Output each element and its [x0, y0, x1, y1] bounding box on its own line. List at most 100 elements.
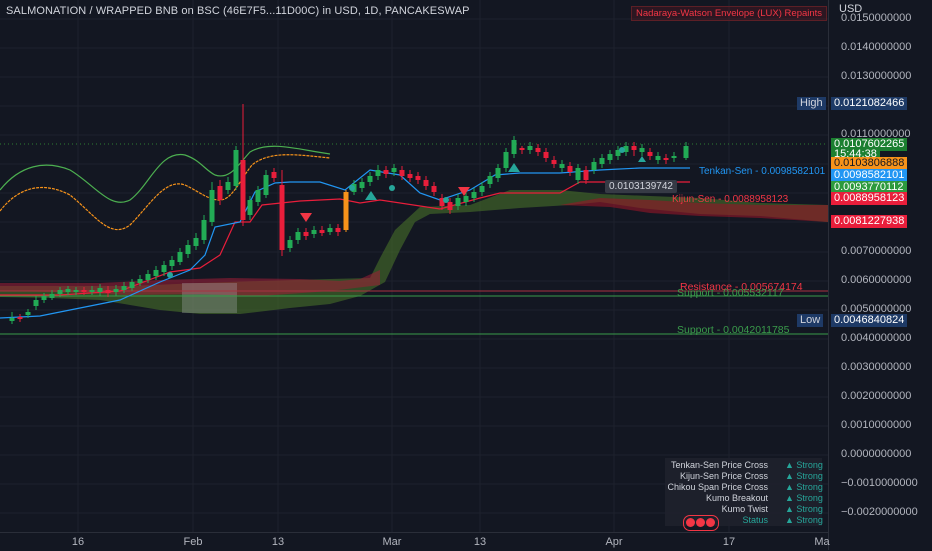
price-tick-label: −0.0020000000 — [841, 506, 918, 518]
candle-body — [193, 238, 199, 246]
candle-body — [575, 168, 581, 180]
high-value-tag: 0.0121082466 — [831, 97, 908, 110]
candle-body — [137, 279, 143, 283]
candle-body — [161, 265, 167, 272]
support-label-2: Support - 0.0042011785 — [677, 324, 790, 336]
candle-body — [407, 174, 413, 178]
candle-body — [683, 146, 689, 158]
price-tick-label: 0.0130000000 — [841, 70, 912, 82]
status-row: Tenkan-Sen Price Cross ▲ Strong — [665, 460, 823, 471]
status-row-name: Chikou Span Price Cross — [667, 482, 768, 492]
price-tick-label: 0.0060000000 — [841, 274, 912, 286]
candle-body — [423, 180, 429, 186]
candle-body — [343, 192, 349, 230]
candle-body — [145, 274, 151, 280]
signal-dot-icon — [167, 272, 173, 278]
time-axis[interactable]: 16 Feb 13 Mar 13 Apr 17 Ma — [0, 532, 830, 551]
candle-body — [271, 172, 277, 178]
envelope-lower — [0, 154, 331, 231]
ichimoku-status-table: Tenkan-Sen Price Cross ▲ Strong Kijun-Sen … — [665, 458, 823, 526]
price-tick-label: 0.0050000000 — [841, 303, 912, 315]
support-label-1: Support - 0.005532117 — [677, 287, 784, 299]
candle-body — [97, 288, 103, 292]
time-tick-label: 13 — [271, 536, 285, 548]
status-row-value: ▲ Strong — [785, 460, 823, 470]
candle-body — [639, 148, 645, 152]
candle-body — [9, 318, 15, 321]
sell-signal-icon — [458, 187, 470, 196]
candle-body — [559, 164, 565, 168]
status-row-value: ▲ Strong — [785, 482, 823, 492]
candle-body — [367, 176, 373, 182]
envelope-upper — [0, 145, 331, 203]
candle-body — [105, 290, 111, 293]
price-tick-label: 0.0030000000 — [841, 361, 912, 373]
price-tick-label: 0.0150000000 — [841, 12, 912, 24]
candle-body — [255, 190, 261, 202]
candle-body — [479, 186, 485, 192]
last-price-tag: 0.0107602265 — [831, 138, 908, 151]
candle-body — [209, 190, 215, 222]
status-row-name: Tenkan-Sen Price Cross — [670, 460, 768, 470]
kumo-cloud-red — [0, 270, 380, 296]
indicator-flag-icon[interactable] — [683, 515, 719, 531]
signal-dot-icon — [389, 185, 395, 191]
chart-plot-area[interactable]: SALMONATION / WRAPPED BNB on BSC (46E7F5… — [0, 0, 828, 532]
candle-body — [583, 170, 589, 180]
candle-body — [153, 270, 159, 276]
highlight-zone — [182, 283, 237, 313]
candle-body — [225, 182, 231, 190]
candle-body — [535, 148, 541, 152]
candle-body — [399, 170, 405, 176]
green-value-tag: 0.0093770112 — [831, 181, 907, 194]
candle-body — [263, 175, 269, 195]
candle-body — [495, 168, 501, 178]
resistance-label: Resistance - 0.005674174 — [680, 281, 803, 293]
candle-body — [49, 294, 55, 298]
candle-body — [240, 160, 246, 220]
time-tick-label: Ma — [814, 536, 830, 548]
candle-body — [463, 196, 469, 202]
time-tick-label: 16 — [71, 536, 85, 548]
kijun-sen-label: Kijun-Sen - 0.0088958123 — [672, 194, 789, 205]
candle-body — [663, 158, 669, 160]
chart-title: SALMONATION / WRAPPED BNB on BSC (46E7F5… — [6, 5, 470, 17]
candle-body — [503, 152, 509, 168]
candle-body — [671, 156, 677, 158]
buy-signal-icon — [508, 163, 520, 172]
time-tick-label: Apr — [605, 536, 623, 548]
signal-dot-icon — [349, 185, 355, 191]
price-tick-label: 0.0140000000 — [841, 41, 912, 53]
candle-body — [303, 232, 309, 236]
status-row: Kumo Twist ▲ Strong — [665, 504, 823, 515]
time-tick-label: Mar — [382, 536, 402, 548]
indicator-repaint-badge[interactable]: Nadaraya-Watson Envelope (LUX) Repaints — [631, 6, 828, 21]
candle-body — [471, 192, 477, 198]
price-axis[interactable]: USD 0.0150000000 0.0140000000 0.0130000000… — [797, 0, 932, 550]
tenkan-sen-label: Tenkan-Sen - 0.0098582101 — [699, 166, 826, 177]
candle-body — [17, 317, 23, 319]
buy-signal-icon — [365, 191, 377, 200]
candle-body — [519, 148, 525, 150]
candle-body — [631, 146, 637, 150]
candle-body — [73, 290, 79, 292]
crosshair-value-tag: 0.0103139742 — [605, 180, 677, 193]
candle-body — [439, 198, 445, 206]
candle-body — [567, 166, 573, 172]
candle-body — [623, 146, 629, 152]
status-row-value: ▲ Strong — [785, 504, 823, 514]
candle-body — [327, 228, 333, 232]
candle-body — [487, 176, 493, 184]
candle-body — [311, 230, 317, 234]
status-row-name: Kumo Breakout — [705, 493, 768, 503]
kijun-value-tag: 0.0088958123 — [831, 192, 908, 205]
candle-body — [279, 185, 285, 250]
price-tick-label: 0.0110000000 — [841, 128, 911, 140]
candle-body — [591, 162, 597, 170]
price-chart[interactable] — [0, 0, 828, 532]
candle-body — [647, 152, 653, 156]
time-tick-label: Feb — [183, 536, 203, 548]
candle-body — [607, 154, 613, 160]
kumo-cloud-red-right — [560, 198, 828, 222]
candle-body — [41, 296, 47, 300]
